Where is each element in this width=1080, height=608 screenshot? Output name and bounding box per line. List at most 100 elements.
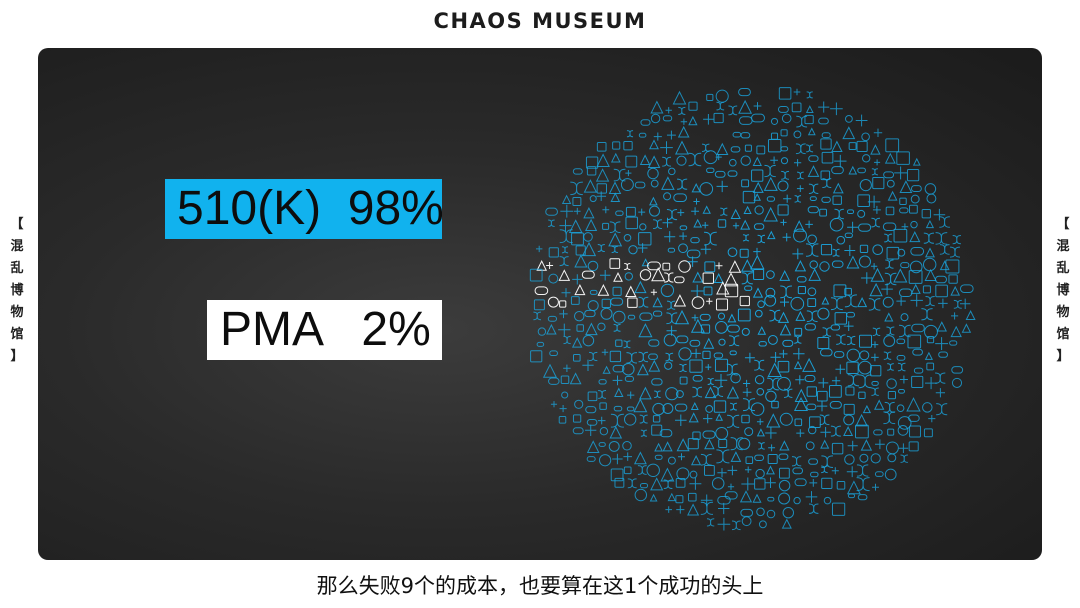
medical-icon [831, 166, 844, 175]
medical-icon [740, 219, 751, 230]
medical-icon [570, 181, 583, 196]
medical-icon [909, 231, 921, 243]
medical-icon [715, 89, 729, 103]
medical-icon [742, 387, 752, 397]
medical-icon [742, 234, 750, 242]
medical-icon [792, 248, 804, 260]
medical-icon [945, 259, 960, 274]
medical-icon [650, 477, 664, 491]
medical-icon [885, 259, 894, 269]
medical-icon [794, 335, 802, 344]
medical-icon [689, 359, 703, 373]
medical-icon [887, 363, 894, 371]
medical-icon [791, 456, 802, 467]
medical-icon [922, 257, 937, 272]
medical-icon [809, 479, 818, 487]
medical-icon [782, 233, 791, 242]
medical-icon [730, 208, 741, 220]
medical-icon [790, 296, 805, 311]
medical-icon [767, 230, 776, 240]
medical-icon [637, 243, 648, 253]
medical-icon [794, 478, 807, 487]
medical-icon [900, 454, 908, 463]
medical-icon [886, 179, 895, 188]
medical-icon [602, 222, 610, 230]
medical-icon [870, 453, 881, 464]
medical-icon [808, 268, 822, 281]
medical-icon [585, 406, 597, 414]
medical-icon [818, 101, 830, 113]
medical-icon [886, 326, 895, 336]
medical-icon [847, 440, 858, 451]
medical-icon [765, 287, 776, 298]
medical-icon [597, 416, 606, 425]
medical-icon [718, 502, 730, 515]
medical-icon [935, 337, 949, 351]
brand-title: CHAOS MUSEUM [433, 9, 647, 33]
medical-icon [726, 386, 740, 399]
medical-icon [589, 195, 597, 203]
medical-icon [896, 404, 905, 413]
medical-icon [846, 361, 859, 374]
medical-icon [753, 102, 762, 110]
medical-icon [804, 375, 816, 382]
medical-icon [805, 220, 813, 229]
medical-icon [652, 402, 665, 416]
medical-icon [793, 347, 805, 360]
medical-icon [689, 470, 698, 479]
medical-icon [857, 167, 866, 174]
medical-icon [910, 220, 918, 229]
medical-icon [805, 441, 815, 451]
medical-icon [899, 197, 907, 206]
medical-icon [938, 298, 948, 309]
medical-icon [561, 194, 572, 205]
medical-icon [690, 402, 699, 410]
medical-icon [647, 167, 659, 180]
medical-icon [777, 204, 789, 216]
medical-icon [821, 132, 831, 139]
medical-icon [661, 176, 675, 190]
medical-icon [820, 427, 831, 438]
medical-icon [558, 416, 567, 424]
medical-icon [780, 129, 788, 137]
medical-icon [633, 451, 647, 465]
medical-icon [610, 297, 624, 306]
medical-icon [935, 388, 946, 398]
medical-icon [831, 467, 839, 475]
medical-icon [716, 142, 729, 156]
medical-icon [907, 334, 922, 349]
medical-icon [638, 296, 649, 308]
medical-icon [571, 232, 584, 246]
medical-icon [634, 181, 646, 189]
medical-icon [652, 415, 661, 423]
medical-icon [908, 270, 923, 284]
medical-icon [744, 427, 754, 437]
stat-510k-label: 510(K) 98% [165, 179, 442, 239]
medical-icon [887, 391, 896, 400]
medical-icon [731, 520, 741, 531]
medical-icon [589, 351, 598, 362]
medical-icon [781, 170, 790, 180]
medical-icon [806, 386, 817, 397]
medical-icon [898, 288, 913, 298]
medical-icon [581, 270, 595, 279]
medical-icon [662, 115, 673, 122]
medical-icon [924, 183, 937, 195]
medical-icon [855, 413, 868, 427]
medical-icon [547, 315, 558, 322]
medical-icon [857, 209, 866, 218]
medical-icon [758, 442, 765, 450]
medical-icon [754, 205, 764, 215]
medical-icon [693, 198, 700, 205]
medical-icon [885, 441, 899, 455]
medical-icon [675, 390, 684, 399]
medical-icon [730, 372, 741, 384]
medical-icon [639, 482, 649, 489]
medical-icon [741, 327, 750, 336]
medical-icon [950, 285, 961, 296]
medical-icon [753, 223, 765, 230]
medical-icon [648, 359, 661, 372]
medical-icon [926, 362, 935, 371]
medical-icon [846, 311, 855, 318]
medical-icon [755, 468, 765, 479]
